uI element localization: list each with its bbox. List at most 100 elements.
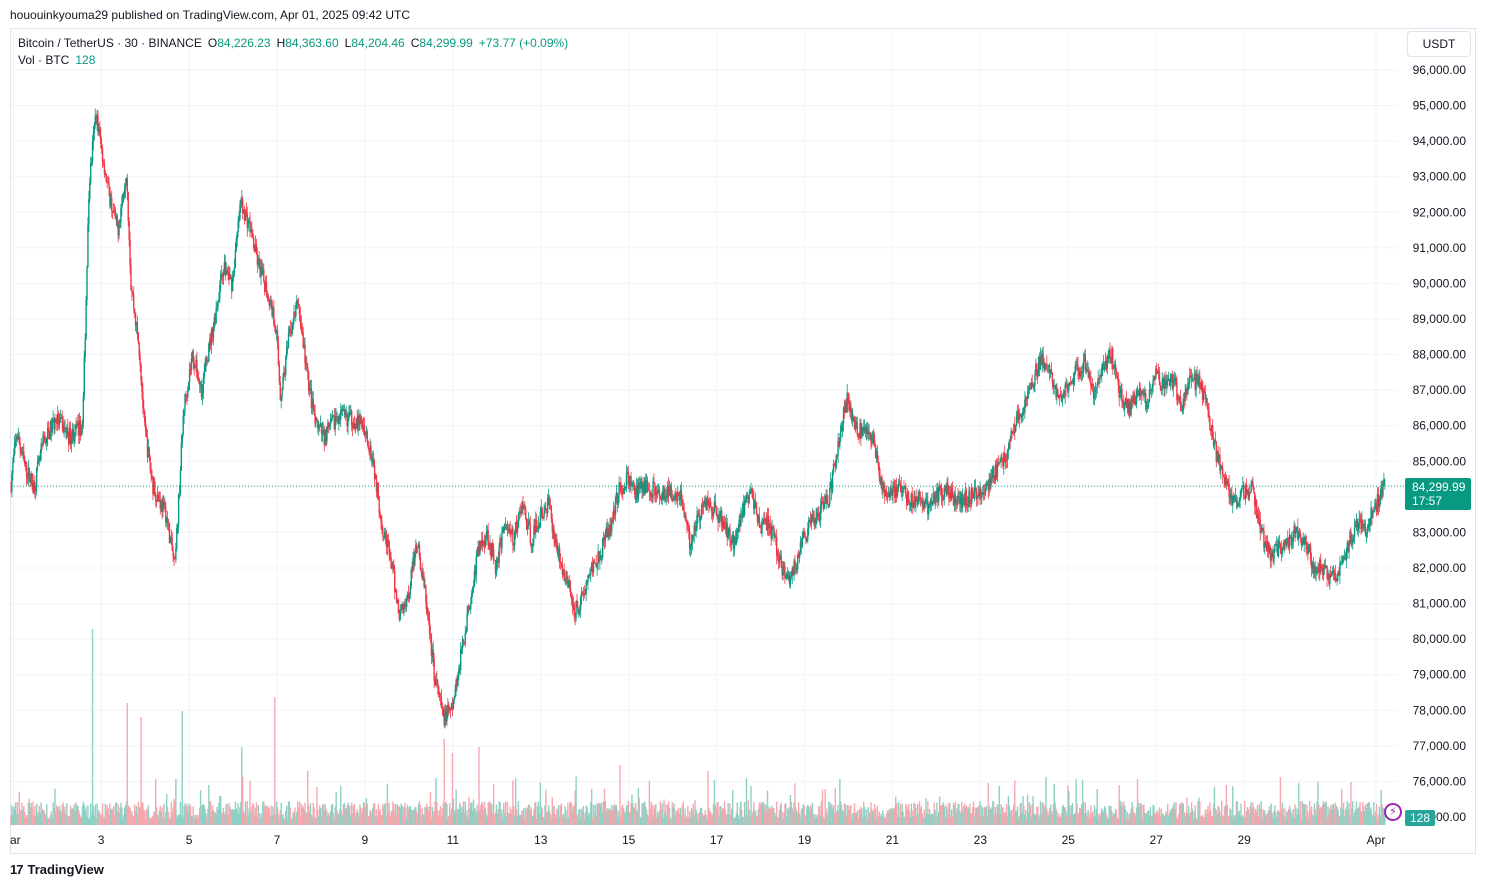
candle-body bbox=[150, 469, 152, 476]
volume-bar bbox=[503, 812, 506, 825]
volume-bar bbox=[464, 801, 466, 825]
volume-bar bbox=[1097, 817, 1099, 825]
candle-body bbox=[549, 506, 552, 508]
x-tick-label: 5 bbox=[186, 833, 193, 847]
candle-body bbox=[818, 513, 820, 519]
candle-body bbox=[218, 299, 220, 302]
candle-body bbox=[891, 490, 893, 496]
volume-bar bbox=[402, 813, 404, 825]
candle-body bbox=[406, 593, 409, 600]
candle-body bbox=[1327, 575, 1329, 579]
candle-body bbox=[98, 128, 100, 133]
candle-body bbox=[1090, 376, 1092, 387]
volume-bar bbox=[89, 818, 91, 825]
candle-body bbox=[1251, 481, 1253, 486]
legend-vol-label[interactable]: Vol · BTC bbox=[18, 53, 70, 67]
candle-body bbox=[421, 571, 423, 579]
candle-body bbox=[717, 516, 719, 523]
volume-bar bbox=[972, 801, 975, 825]
candle-body bbox=[531, 545, 533, 548]
volume-bar bbox=[354, 816, 357, 825]
candle-body bbox=[459, 649, 462, 671]
volume-bar bbox=[1331, 804, 1334, 825]
candle-body bbox=[632, 484, 634, 486]
candle-body bbox=[997, 462, 1000, 464]
candle-body bbox=[924, 500, 926, 509]
candle-body bbox=[468, 606, 470, 610]
volume-bar bbox=[397, 805, 400, 825]
candle-body bbox=[613, 509, 616, 516]
volume-bar bbox=[1096, 788, 1098, 825]
candle-body bbox=[989, 478, 991, 487]
volume-bar bbox=[783, 812, 785, 825]
volume-bar bbox=[1285, 818, 1287, 825]
volume-bar bbox=[754, 810, 757, 825]
volume-bar bbox=[987, 782, 989, 825]
volume-bar bbox=[737, 814, 739, 825]
candle-body bbox=[766, 515, 769, 531]
candle-body bbox=[160, 500, 162, 509]
candle-body bbox=[1000, 458, 1002, 460]
legend-symbol[interactable]: Bitcoin / TetherUS · 30 · BINANCE bbox=[18, 36, 202, 50]
time-axis: ar 3 5 7 9 11 13 15 17 19 21 23 25 27 29 Apr bbox=[10, 833, 1385, 847]
volume-bar bbox=[823, 818, 825, 825]
candle-body bbox=[266, 294, 269, 296]
candle-body bbox=[429, 633, 432, 635]
volume-bar bbox=[508, 813, 510, 825]
candle-body bbox=[685, 516, 687, 522]
candle-body bbox=[1182, 398, 1185, 411]
candle-body bbox=[1111, 348, 1113, 363]
volume-bar bbox=[1173, 802, 1175, 825]
candle-body bbox=[567, 576, 569, 588]
candle-body bbox=[1178, 398, 1180, 400]
candle-body bbox=[329, 419, 332, 424]
tradingview-logo[interactable]: 17 TradingView bbox=[10, 862, 104, 877]
volume-bar bbox=[553, 805, 555, 825]
candle-body bbox=[1342, 556, 1345, 559]
candle-body bbox=[797, 554, 799, 570]
currency-button[interactable]: USDT bbox=[1407, 31, 1471, 57]
candle-body bbox=[251, 229, 253, 237]
volume-bar bbox=[802, 804, 804, 825]
candle-body bbox=[639, 483, 641, 490]
candle-body bbox=[819, 505, 822, 521]
volume-bar bbox=[97, 812, 99, 825]
candle-body bbox=[1069, 382, 1072, 384]
volume-bar bbox=[729, 803, 731, 825]
candle-body bbox=[894, 487, 896, 498]
candle-body bbox=[176, 525, 179, 529]
candle-body bbox=[280, 397, 282, 400]
volume-bar bbox=[711, 814, 714, 825]
volume-bar bbox=[182, 816, 184, 825]
volume-bar bbox=[1108, 806, 1110, 825]
volume-bar bbox=[214, 812, 216, 825]
candle-body bbox=[657, 489, 660, 491]
volume-bar bbox=[231, 808, 234, 825]
volume-bar bbox=[212, 810, 215, 825]
volume-bar bbox=[1174, 809, 1176, 825]
volume-bar bbox=[1014, 780, 1016, 825]
candle-body bbox=[847, 392, 849, 396]
candle-body bbox=[1145, 404, 1148, 409]
volume-bar bbox=[1010, 810, 1012, 825]
volume-bar bbox=[143, 808, 145, 825]
lightning-icon[interactable]: ⚡ bbox=[1384, 803, 1402, 821]
candle-body bbox=[397, 600, 400, 614]
candle-body bbox=[418, 544, 421, 558]
candle-body bbox=[325, 429, 327, 442]
candle-body bbox=[1362, 519, 1364, 524]
candle-body bbox=[525, 518, 528, 530]
volume-bar bbox=[53, 807, 55, 825]
candle-body bbox=[1357, 528, 1359, 530]
candle-body bbox=[270, 300, 272, 302]
candle-body bbox=[381, 522, 383, 529]
volume-bar bbox=[580, 808, 583, 825]
candle-body bbox=[1330, 574, 1333, 577]
candle-body bbox=[1146, 404, 1149, 408]
candle-body bbox=[207, 360, 209, 362]
volume-bar bbox=[1254, 813, 1256, 825]
candle-body bbox=[707, 498, 709, 505]
volume-bar bbox=[686, 817, 688, 825]
volume-bar bbox=[733, 818, 736, 825]
